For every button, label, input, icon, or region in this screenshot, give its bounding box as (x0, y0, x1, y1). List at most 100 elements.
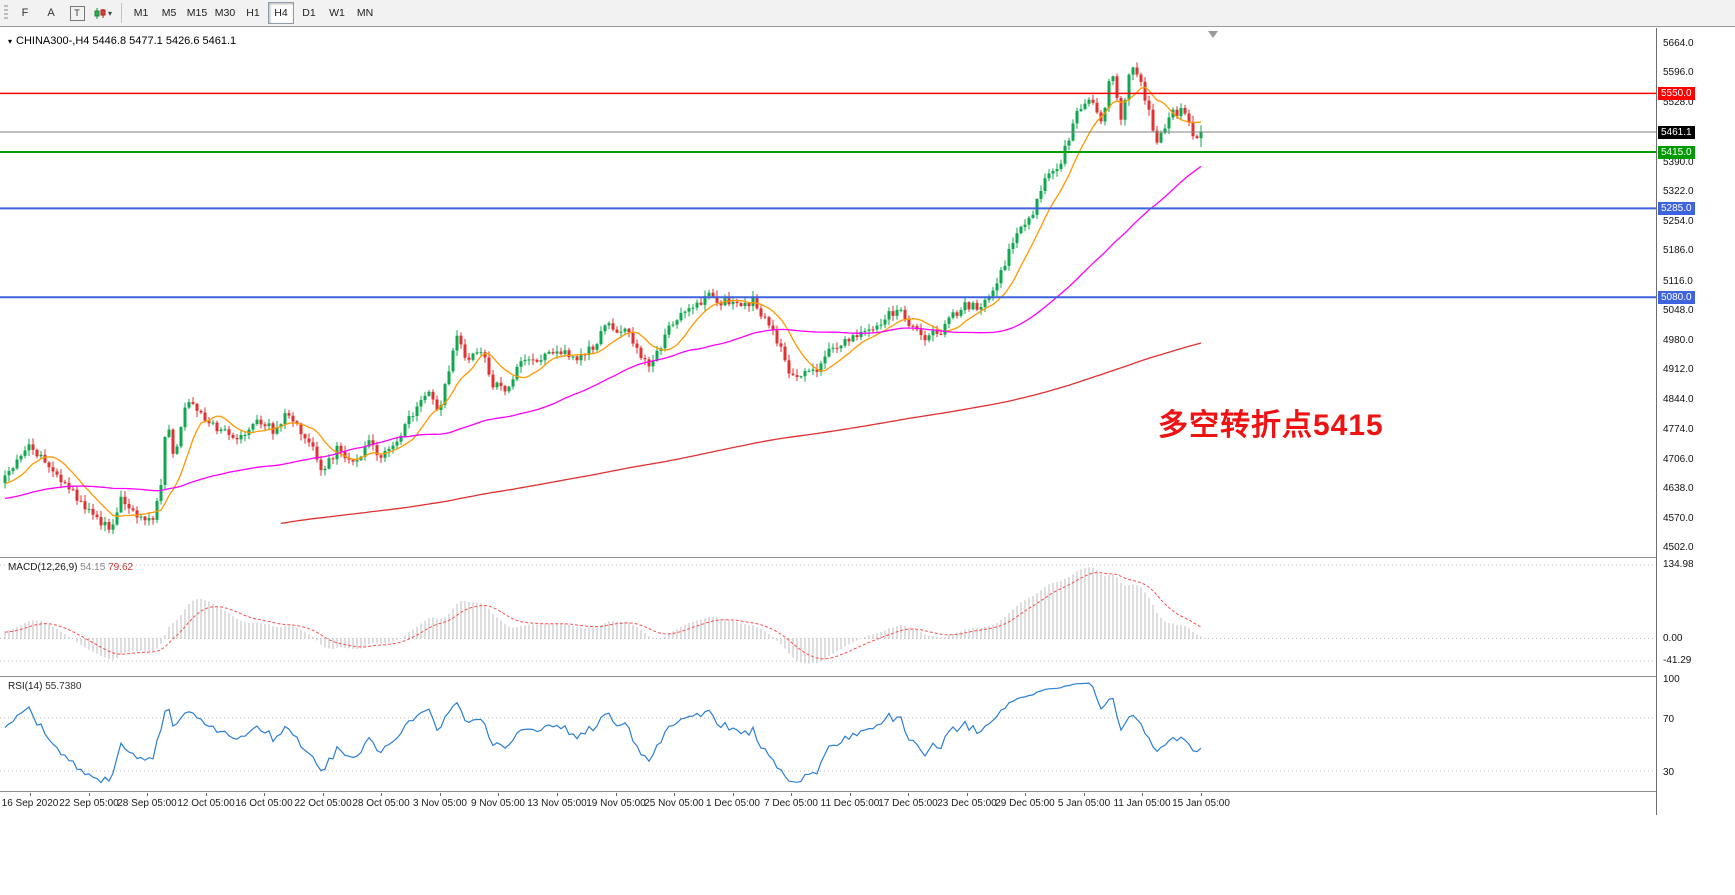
price-axis[interactable]: 5664.0 5596.0 5528.0 5390.0 5322.0 5254.0 5186… (1656, 28, 1735, 815)
chart-type-button[interactable]: ▾ (91, 2, 115, 24)
time-tick: 22 Oct 05:00 (294, 798, 352, 809)
rsi-indicator-label: RSI(14) 55.7380 (8, 681, 81, 692)
symbol-dropdown-icon[interactable]: ▾ (8, 37, 13, 46)
toolbar-separator (121, 3, 122, 23)
time-tick: 22 Sep 05:00 (59, 798, 119, 809)
price-tick: 4706.0 (1663, 454, 1694, 465)
price-tick: 5390.0 (1663, 157, 1694, 168)
time-tick: 13 Nov 05:00 (527, 798, 587, 809)
macd-signal-value: 79.62 (108, 562, 134, 573)
chart-window[interactable]: 16 Sep 2020 22 Sep 05:00 28 Sep 05:00 12 Oc… (0, 28, 1735, 895)
time-tick: 3 Nov 05:00 (413, 798, 467, 809)
price-tick: 5664.0 (1663, 38, 1694, 49)
toolbar-grip[interactable] (4, 5, 8, 21)
time-tick: 16 Sep 2020 (1, 798, 59, 809)
timeframe-button-h4[interactable]: H4 (268, 2, 294, 24)
timeframe-button-m1[interactable]: M1 (133, 7, 149, 19)
text-label-tool-button[interactable]: A (39, 2, 63, 24)
chart-shift-marker-icon[interactable] (1208, 31, 1218, 38)
time-tick-mark (557, 793, 558, 796)
time-tick: 12 Oct 05:00 (177, 798, 235, 809)
time-tick: 29 Dec 05:00 (995, 798, 1055, 809)
time-tick-mark (616, 793, 617, 796)
rsi-axis-tick: 30 (1663, 767, 1675, 778)
rsi-axis-tick: 70 (1663, 714, 1675, 725)
price-tick: 5116.0 (1663, 276, 1693, 287)
timeframe-toolbar: M1 M5 M15 M30 H1 H4 D1 W1 MN (127, 2, 379, 24)
time-tick-mark (89, 793, 90, 796)
price-tick: 4638.0 (1663, 483, 1694, 494)
timeframe-button-m5[interactable]: M5 (161, 7, 177, 19)
time-tick-mark (967, 793, 968, 796)
time-tick-mark (381, 793, 382, 796)
time-tick-mark (674, 793, 675, 796)
price-level-label: 5080.0 (1658, 291, 1695, 304)
macd-axis-tick: 0.00 (1663, 633, 1683, 644)
candlestick-chart-icon (94, 7, 106, 19)
time-tick-mark (850, 793, 851, 796)
macd-axis-tick: -41.29 (1663, 655, 1692, 666)
timeframe-button-mn[interactable]: MN (356, 7, 374, 19)
time-tick: 7 Dec 05:00 (764, 798, 818, 809)
price-tick: 5528.0 (1663, 97, 1694, 108)
timeframe-button-m15[interactable]: M15 (186, 7, 208, 19)
time-tick-mark (498, 793, 499, 796)
macd-axis-tick: 134.98 (1663, 559, 1694, 570)
time-tick: 5 Jan 05:00 (1057, 798, 1111, 809)
panel-divider[interactable] (0, 557, 1735, 558)
main-chart-canvas[interactable] (0, 28, 1656, 557)
time-tick: 28 Sep 05:00 (117, 798, 177, 809)
price-tick: 4502.0 (1663, 542, 1694, 553)
toolbar: F A T ▾ M1 M5 M15 M30 H1 H4 D1 W1 MN (0, 0, 1735, 27)
time-tick: 9 Nov 05:00 (471, 798, 525, 809)
price-tick: 5322.0 (1663, 186, 1694, 197)
timeframe-button-d1[interactable]: D1 (302, 7, 316, 19)
time-tick-mark (206, 793, 207, 796)
price-tick: 5596.0 (1663, 67, 1694, 78)
symbol-ohlc-text: CHINA300-,H4 5446.8 5477.1 5426.6 5461.1 (16, 35, 237, 47)
pointer-tool-button[interactable]: F (13, 2, 37, 24)
time-tick-mark (791, 793, 792, 796)
rsi-panel-canvas[interactable] (0, 678, 1656, 791)
time-tick-mark (1142, 793, 1143, 796)
symbol-info: ▾ CHINA300-,H4 5446.8 5477.1 5426.6 5461.… (8, 35, 236, 47)
timeframe-button-h1[interactable]: H1 (246, 7, 260, 19)
price-tick: 5048.0 (1663, 305, 1694, 316)
price-level-label: 5285.0 (1658, 202, 1695, 215)
price-level-label: 5550.0 (1658, 87, 1695, 100)
panel-divider[interactable] (0, 791, 1735, 792)
price-level-label: 5415.0 (1658, 146, 1695, 159)
rsi-value: 55.7380 (45, 681, 82, 692)
price-tick: 4912.0 (1663, 364, 1694, 375)
time-tick: 11 Jan 05:00 (1113, 798, 1171, 809)
text-label-icon: A (47, 7, 55, 19)
time-tick-mark (30, 793, 31, 796)
time-tick-mark (733, 793, 734, 796)
macd-main-value: 54.15 (80, 562, 106, 573)
timeframe-button-w1[interactable]: W1 (329, 7, 345, 19)
time-tick: 1 Dec 05:00 (706, 798, 760, 809)
time-tick: 16 Oct 05:00 (235, 798, 293, 809)
chart-annotation: 多空转折点5415 (1158, 409, 1384, 442)
time-tick: 28 Oct 05:00 (352, 798, 410, 809)
price-tick: 4570.0 (1663, 513, 1694, 524)
timeframe-button-m30[interactable]: M30 (214, 7, 236, 19)
time-tick-mark (908, 793, 909, 796)
macd-panel-canvas[interactable] (0, 559, 1656, 676)
pointer-tool-icon: F (21, 7, 29, 19)
current-price-label: 5461.1 (1658, 126, 1695, 139)
price-tick: 5186.0 (1663, 245, 1694, 256)
time-tick: 11 Dec 05:00 (820, 798, 880, 809)
time-axis[interactable]: 16 Sep 2020 22 Sep 05:00 28 Sep 05:00 12 Oc… (0, 793, 1656, 817)
macd-indicator-label: MACD(12,26,9) 54.15 79.62 (8, 562, 133, 573)
price-tick: 4980.0 (1663, 335, 1694, 346)
text-tool-button[interactable]: T (65, 2, 89, 24)
price-tick: 5254.0 (1663, 216, 1694, 227)
panel-divider[interactable] (0, 676, 1735, 677)
price-tick: 4844.0 (1663, 394, 1694, 405)
rsi-axis-tick: 100 (1663, 674, 1680, 685)
rsi-name: RSI(14) (8, 681, 43, 692)
time-tick: 19 Nov 05:00 (586, 798, 646, 809)
text-box-icon: T (69, 5, 85, 21)
time-tick-mark (1025, 793, 1026, 796)
